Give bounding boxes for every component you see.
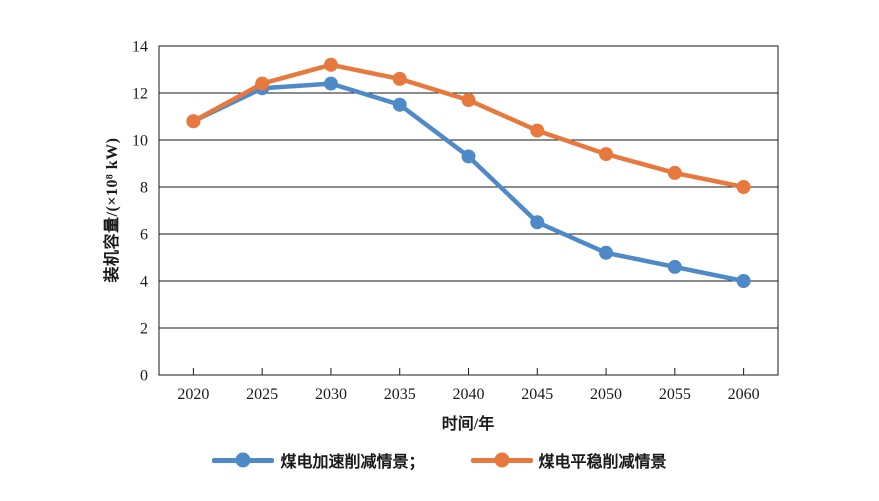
data-point-1-2020 bbox=[186, 114, 201, 129]
y-tick-label: 10 bbox=[132, 133, 148, 150]
x-tick-label: 2020 bbox=[177, 386, 209, 403]
y-tick-label: 14 bbox=[132, 39, 148, 56]
data-point-0-2040 bbox=[461, 149, 476, 164]
y-tick-label: 4 bbox=[140, 274, 148, 291]
data-point-0-2050 bbox=[599, 245, 614, 260]
x-tick-label: 2030 bbox=[315, 386, 347, 403]
series-line-1 bbox=[191, 62, 746, 190]
y-tick-label: 8 bbox=[140, 180, 148, 197]
legend-item-accelerated: 煤电加速削减情景； bbox=[212, 448, 425, 472]
data-point-1-2055 bbox=[667, 165, 682, 180]
x-tick-label: 2040 bbox=[453, 386, 485, 403]
data-point-0-2035 bbox=[392, 97, 407, 112]
y-axis-title: 装机容量/(×10⁸ kW) bbox=[98, 138, 122, 283]
data-point-1-2050 bbox=[599, 147, 614, 162]
legend-line-marker-orange-icon bbox=[470, 452, 533, 468]
data-point-0-2030 bbox=[323, 76, 338, 91]
y-tick-label: 6 bbox=[140, 227, 148, 244]
data-point-1-2035 bbox=[392, 71, 407, 86]
y-tick-label: 0 bbox=[140, 368, 148, 385]
y-tick-label: 12 bbox=[132, 86, 148, 103]
legend-item-steady: 煤电平稳削减情景 bbox=[470, 448, 667, 472]
y-tick-label: 2 bbox=[140, 321, 148, 338]
x-axis-title: 时间/年 bbox=[442, 410, 494, 434]
legend-label-accelerated: 煤电加速削减情景； bbox=[280, 454, 425, 471]
data-point-1-2045 bbox=[530, 123, 545, 138]
legend-label-steady: 煤电平稳削减情景 bbox=[538, 454, 667, 471]
data-point-1-2030 bbox=[323, 57, 338, 72]
data-point-0-2045 bbox=[530, 215, 545, 230]
data-point-1-2025 bbox=[255, 76, 270, 91]
x-tick-label: 2035 bbox=[384, 386, 416, 403]
y-axis-title-text: 装机容量/(×10⁸ kW) bbox=[104, 137, 121, 283]
x-tick-label: 2060 bbox=[728, 386, 760, 403]
x-tick-label: 2050 bbox=[590, 386, 622, 403]
data-point-1-2060 bbox=[736, 180, 751, 194]
x-tick-label: 2055 bbox=[659, 386, 691, 403]
series-line-0 bbox=[191, 81, 746, 284]
data-point-0-2055 bbox=[667, 259, 682, 274]
x-axis-title-text: 时间/年 bbox=[441, 416, 495, 433]
data-point-0-2060 bbox=[736, 274, 751, 288]
legend-line-marker-blue-icon bbox=[212, 452, 275, 468]
x-tick-label: 2045 bbox=[521, 386, 553, 403]
legend: 煤电加速削减情景； 煤电平稳削减情景 bbox=[0, 448, 879, 472]
data-point-1-2040 bbox=[461, 93, 476, 108]
x-tick-label: 2025 bbox=[246, 386, 278, 403]
